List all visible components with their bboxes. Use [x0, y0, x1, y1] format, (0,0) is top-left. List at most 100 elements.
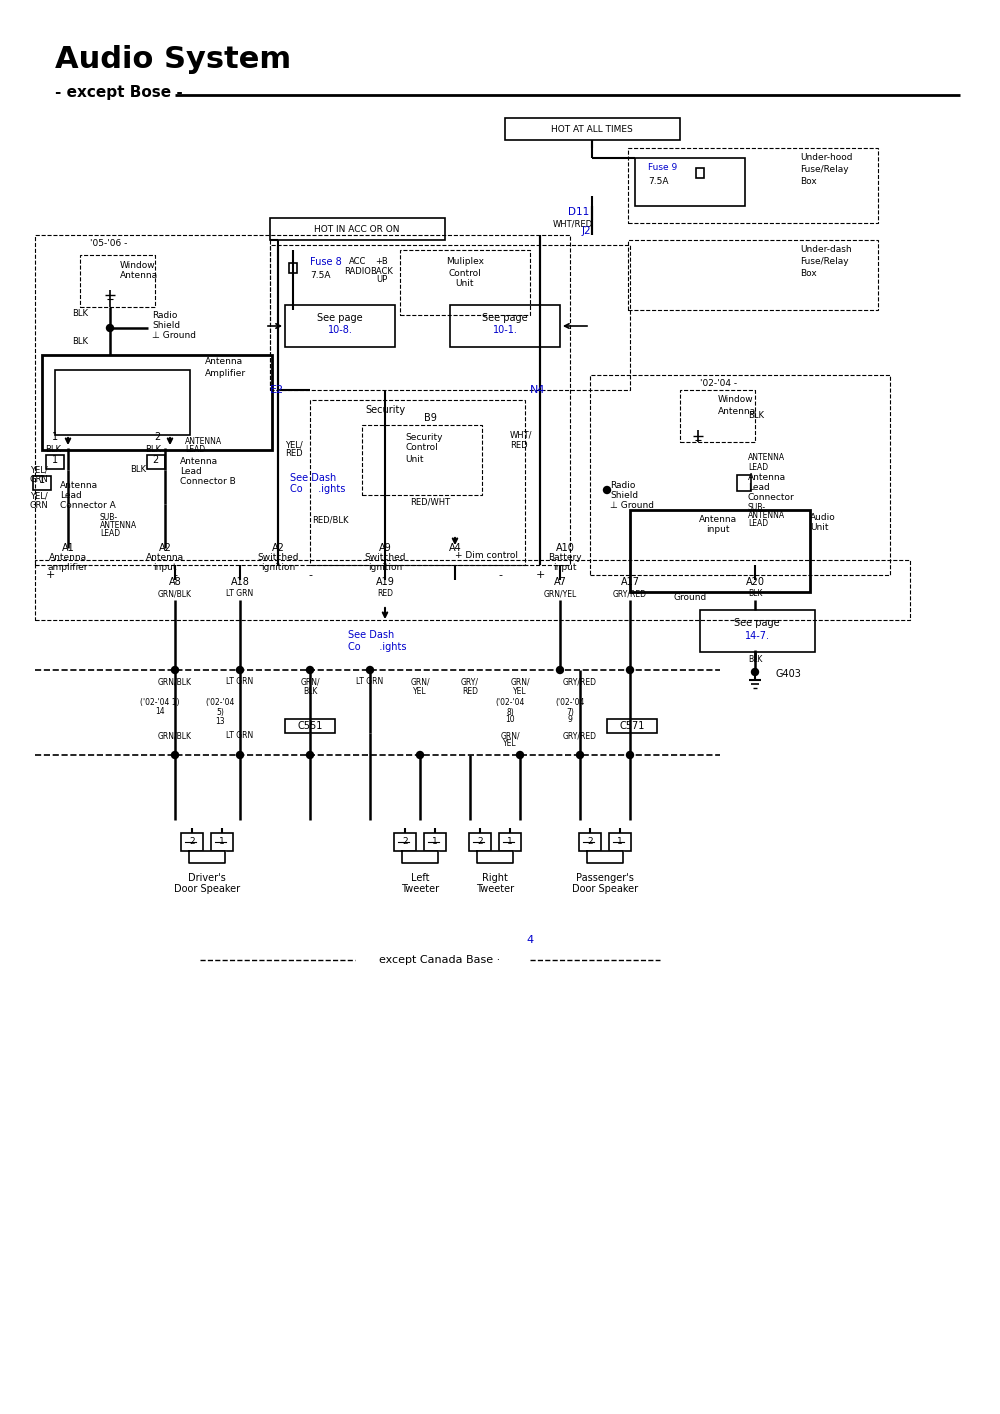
- Text: LT GRN: LT GRN: [226, 731, 254, 741]
- Text: Box: Box: [800, 178, 817, 187]
- Bar: [628, 148, 878, 223]
- Text: BLK: BLK: [72, 338, 88, 346]
- Text: Muliplex: Muliplex: [446, 257, 484, 266]
- Text: GRN: GRN: [30, 501, 49, 509]
- Text: YEL: YEL: [503, 740, 517, 748]
- Text: Window: Window: [120, 260, 156, 270]
- Text: GRN: GRN: [30, 475, 49, 484]
- Text: YEL/: YEL/: [30, 492, 48, 501]
- Bar: [469, 833, 491, 851]
- Text: WHT/RED: WHT/RED: [553, 219, 593, 229]
- Text: A2: A2: [272, 543, 284, 553]
- Text: Antenna: Antenna: [699, 516, 737, 525]
- Text: Connector A: Connector A: [60, 501, 116, 509]
- Text: 4: 4: [526, 935, 534, 945]
- Text: Fuse/Relay: Fuse/Relay: [800, 257, 849, 266]
- Text: 5): 5): [216, 707, 224, 717]
- Text: HOT IN ACC OR ON: HOT IN ACC OR ON: [314, 225, 400, 233]
- Text: Tweeter: Tweeter: [476, 884, 514, 894]
- Text: ('02-'04 1): ('02-'04 1): [140, 697, 180, 707]
- Text: BLK: BLK: [130, 465, 146, 475]
- Text: Audio System: Audio System: [55, 45, 291, 75]
- Text: Antenna: Antenna: [60, 481, 98, 489]
- Text: -: -: [498, 570, 502, 580]
- Text: A10: A10: [556, 543, 574, 553]
- Text: LT GRN: LT GRN: [356, 677, 384, 687]
- Text: Antenna: Antenna: [205, 358, 243, 366]
- Text: BLK: BLK: [72, 308, 88, 318]
- Text: Fuse 8: Fuse 8: [310, 257, 342, 267]
- Text: 2: 2: [587, 837, 593, 847]
- Text: RED: RED: [377, 590, 393, 598]
- Circle shape: [237, 666, 244, 673]
- Bar: [35, 560, 910, 619]
- Text: RED/WHT: RED/WHT: [410, 498, 450, 506]
- Text: Co     .ights: Co .ights: [290, 484, 345, 493]
- Text: input: input: [553, 564, 577, 573]
- Text: 1: 1: [219, 837, 225, 847]
- Text: BLK: BLK: [748, 410, 764, 420]
- Polygon shape: [189, 851, 225, 863]
- Text: A7: A7: [554, 577, 566, 587]
- Text: Unit: Unit: [810, 523, 828, 533]
- Text: 1: 1: [52, 433, 58, 443]
- Text: SUB-: SUB-: [748, 503, 766, 512]
- Bar: [181, 833, 203, 851]
- Text: GRN/BLK: GRN/BLK: [158, 677, 192, 687]
- Text: GRN/BLK: GRN/BLK: [158, 731, 192, 741]
- Bar: [424, 833, 446, 851]
- Bar: [270, 245, 630, 390]
- Text: Door Speaker: Door Speaker: [174, 884, 240, 894]
- Text: A2: A2: [159, 543, 171, 553]
- Text: See Dash: See Dash: [348, 631, 394, 641]
- Bar: [270, 218, 445, 240]
- Text: ANTENNA: ANTENNA: [748, 512, 785, 520]
- Text: Unit: Unit: [456, 280, 474, 288]
- Text: See page: See page: [317, 312, 363, 322]
- Bar: [590, 375, 890, 575]
- Text: Antenna: Antenna: [748, 474, 786, 482]
- Text: 9: 9: [568, 715, 572, 724]
- Bar: [696, 168, 704, 178]
- Text: 1: 1: [507, 837, 513, 847]
- Text: C551: C551: [297, 721, 323, 731]
- Text: Connector B: Connector B: [180, 478, 236, 486]
- Bar: [505, 117, 680, 140]
- Text: 8): 8): [506, 707, 514, 717]
- Text: Radio: Radio: [152, 311, 177, 320]
- Text: Co      .ights: Co .ights: [348, 642, 406, 652]
- Text: A1: A1: [62, 543, 74, 553]
- Text: B9: B9: [424, 413, 436, 423]
- Text: GRN/YEL: GRN/YEL: [543, 590, 577, 598]
- Text: ('02-'04: ('02-'04: [495, 697, 525, 707]
- Text: GRN/: GRN/: [510, 677, 530, 687]
- Text: GRN/: GRN/: [300, 677, 320, 687]
- Text: LEAD: LEAD: [748, 462, 768, 471]
- Text: 1: 1: [39, 475, 45, 485]
- Text: 7.5A: 7.5A: [310, 270, 330, 280]
- Circle shape: [576, 751, 584, 758]
- Text: LT GRN: LT GRN: [226, 590, 254, 598]
- Text: input: input: [153, 564, 177, 573]
- Text: Switched: Switched: [257, 553, 299, 563]
- Text: RED/BLK: RED/BLK: [312, 516, 348, 525]
- Text: 10-1.: 10-1.: [493, 325, 517, 335]
- Text: LEAD: LEAD: [748, 519, 768, 529]
- Text: -: -: [173, 570, 177, 580]
- Text: ANTENNA: ANTENNA: [100, 522, 137, 530]
- Text: ANTENNA: ANTENNA: [185, 437, 222, 447]
- Text: '02-'04 -: '02-'04 -: [700, 379, 737, 387]
- Text: A20: A20: [746, 577, 765, 587]
- Bar: [289, 263, 297, 273]
- Circle shape: [366, 666, 374, 673]
- Text: YEL: YEL: [513, 687, 527, 696]
- Text: ignition: ignition: [261, 564, 295, 573]
- Bar: [285, 305, 395, 346]
- Circle shape: [752, 669, 759, 676]
- Text: RED: RED: [510, 441, 528, 450]
- Circle shape: [237, 751, 244, 758]
- Text: WHT/: WHT/: [510, 430, 532, 440]
- Text: 10-8.: 10-8.: [328, 325, 352, 335]
- Bar: [80, 255, 155, 307]
- Text: 1: 1: [432, 837, 438, 847]
